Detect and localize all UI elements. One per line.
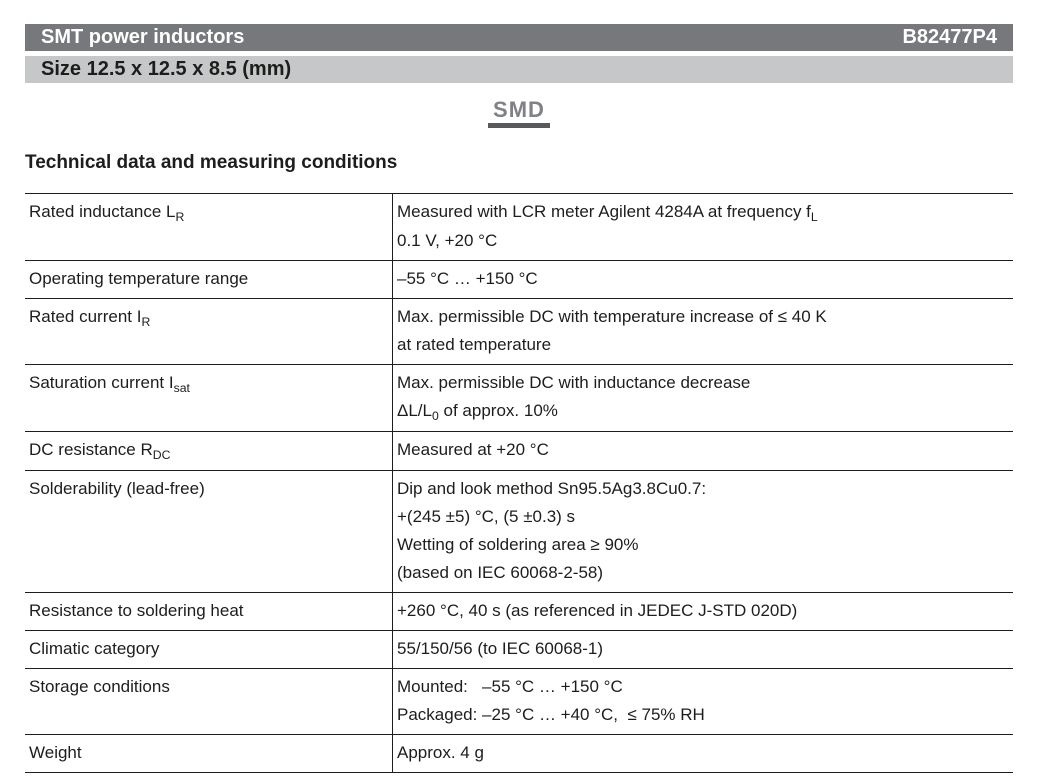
param-name-cell: Saturation current Isat	[25, 364, 393, 432]
value-line: Dip and look method Sn95.5Ag3.8Cu0.7:	[397, 479, 707, 499]
value-line: 55/150/56 (to IEC 60068-1)	[397, 639, 604, 659]
param-label: Weight	[29, 743, 82, 763]
table-row: Saturation current Isat Max. permissible…	[25, 364, 1013, 432]
package-label-row: SMD	[25, 98, 1013, 129]
param-value-cell: –55 °C … +150 °C	[392, 260, 1013, 299]
table-row: Climatic category 55/150/56 (to IEC 6006…	[25, 630, 1013, 669]
value-line: at rated temperature	[397, 335, 552, 355]
param-value-cell: +260 °C, 40 s (as referenced in JEDEC J-…	[392, 592, 1013, 631]
param-name-cell: Operating temperature range	[25, 260, 393, 299]
param-value-cell: Max. permissible DC with temperature inc…	[392, 298, 1013, 365]
size-label: Size 12.5 x 12.5 x 8.5 (mm)	[41, 58, 292, 80]
value-line: –55 °C … +150 °C	[397, 269, 538, 289]
table-row: Resistance to soldering heat +260 °C, 40…	[25, 592, 1013, 631]
value-line: +(245 ±5) °C, (5 ±0.3) s	[397, 507, 576, 527]
param-label-subscript: R	[141, 315, 151, 329]
value-line: Max. permissible DC with temperature inc…	[397, 307, 827, 327]
part-number: B82477P4	[902, 26, 997, 48]
param-value-cell: Max. permissible DC with inductance decr…	[392, 364, 1013, 432]
param-value-cell: Measured at +20 °C	[392, 431, 1013, 471]
value-line: Wetting of soldering area ≥ 90%	[397, 535, 639, 555]
param-name-cell: Storage conditions	[25, 668, 393, 735]
param-name-cell: Climatic category	[25, 630, 393, 669]
param-label: Storage conditions	[29, 677, 170, 697]
value-line: ΔL/L0 of approx. 10%	[397, 401, 558, 423]
value-line: Measured with LCR meter Agilent 4284A at…	[397, 202, 818, 224]
param-label: DC resistance R	[29, 440, 153, 460]
value-line: Packaged: –25 °C … +40 °C, ≤ 75% RH	[397, 705, 705, 725]
param-name-cell: Rated current IR	[25, 298, 393, 365]
value-line: Max. permissible DC with inductance decr…	[397, 373, 751, 393]
value-line: (based on IEC 60068-2-58)	[397, 563, 604, 583]
param-label-subscript: R	[175, 210, 185, 224]
table-row: DC resistance RDC Measured at +20 °C	[25, 431, 1013, 471]
param-value-cell: Approx. 4 g	[392, 734, 1013, 774]
param-label-subscript: sat	[173, 381, 190, 395]
technical-data-table: Rated inductance LR Measured with LCR me…	[25, 193, 1013, 774]
value-line: Approx. 4 g	[397, 743, 484, 763]
table-row: Solderability (lead-free) Dip and look m…	[25, 470, 1013, 593]
param-label: Resistance to soldering heat	[29, 601, 244, 621]
param-label: Rated inductance L	[29, 202, 176, 222]
param-name-cell: DC resistance RDC	[25, 431, 393, 471]
table-row: Operating temperature range –55 °C … +15…	[25, 260, 1013, 299]
param-value-cell: 55/150/56 (to IEC 60068-1)	[392, 630, 1013, 669]
document-title: SMT power inductors	[41, 26, 245, 48]
value-line: +260 °C, 40 s (as referenced in JEDEC J-…	[397, 601, 798, 621]
param-label: Operating temperature range	[29, 269, 249, 289]
table-row: Storage conditions Mounted: –55 °C … +15…	[25, 668, 1013, 735]
param-name-cell: Rated inductance LR	[25, 193, 393, 261]
param-label: Rated current I	[29, 307, 142, 327]
smd-label: SMD	[488, 98, 550, 129]
param-value-cell: Dip and look method Sn95.5Ag3.8Cu0.7: +(…	[392, 470, 1013, 593]
table-row: Weight Approx. 4 g	[25, 734, 1013, 774]
param-name-cell: Solderability (lead-free)	[25, 470, 393, 593]
param-label: Climatic category	[29, 639, 160, 659]
param-label: Solderability (lead-free)	[29, 479, 205, 499]
param-label: Saturation current I	[29, 373, 174, 393]
table-row: Rated current IR Max. permissible DC wit…	[25, 298, 1013, 365]
param-label-subscript: DC	[152, 448, 171, 462]
header-bar: SMT power inductors B82477P4	[25, 24, 1013, 51]
value-line: Mounted: –55 °C … +150 °C	[397, 677, 623, 697]
value-line: Measured at +20 °C	[397, 440, 549, 460]
table-row: Rated inductance LR Measured with LCR me…	[25, 193, 1013, 261]
param-name-cell: Weight	[25, 734, 393, 774]
section-title: Technical data and measuring conditions	[25, 152, 398, 174]
param-value-cell: Measured with LCR meter Agilent 4284A at…	[392, 193, 1013, 261]
page-content: SMT power inductors B82477P4 Size 12.5 x…	[25, 24, 1013, 774]
param-value-cell: Mounted: –55 °C … +150 °C Packaged: –25 …	[392, 668, 1013, 735]
size-bar: Size 12.5 x 12.5 x 8.5 (mm)	[25, 56, 1013, 83]
value-line: 0.1 V, +20 °C	[397, 231, 498, 251]
param-name-cell: Resistance to soldering heat	[25, 592, 393, 631]
